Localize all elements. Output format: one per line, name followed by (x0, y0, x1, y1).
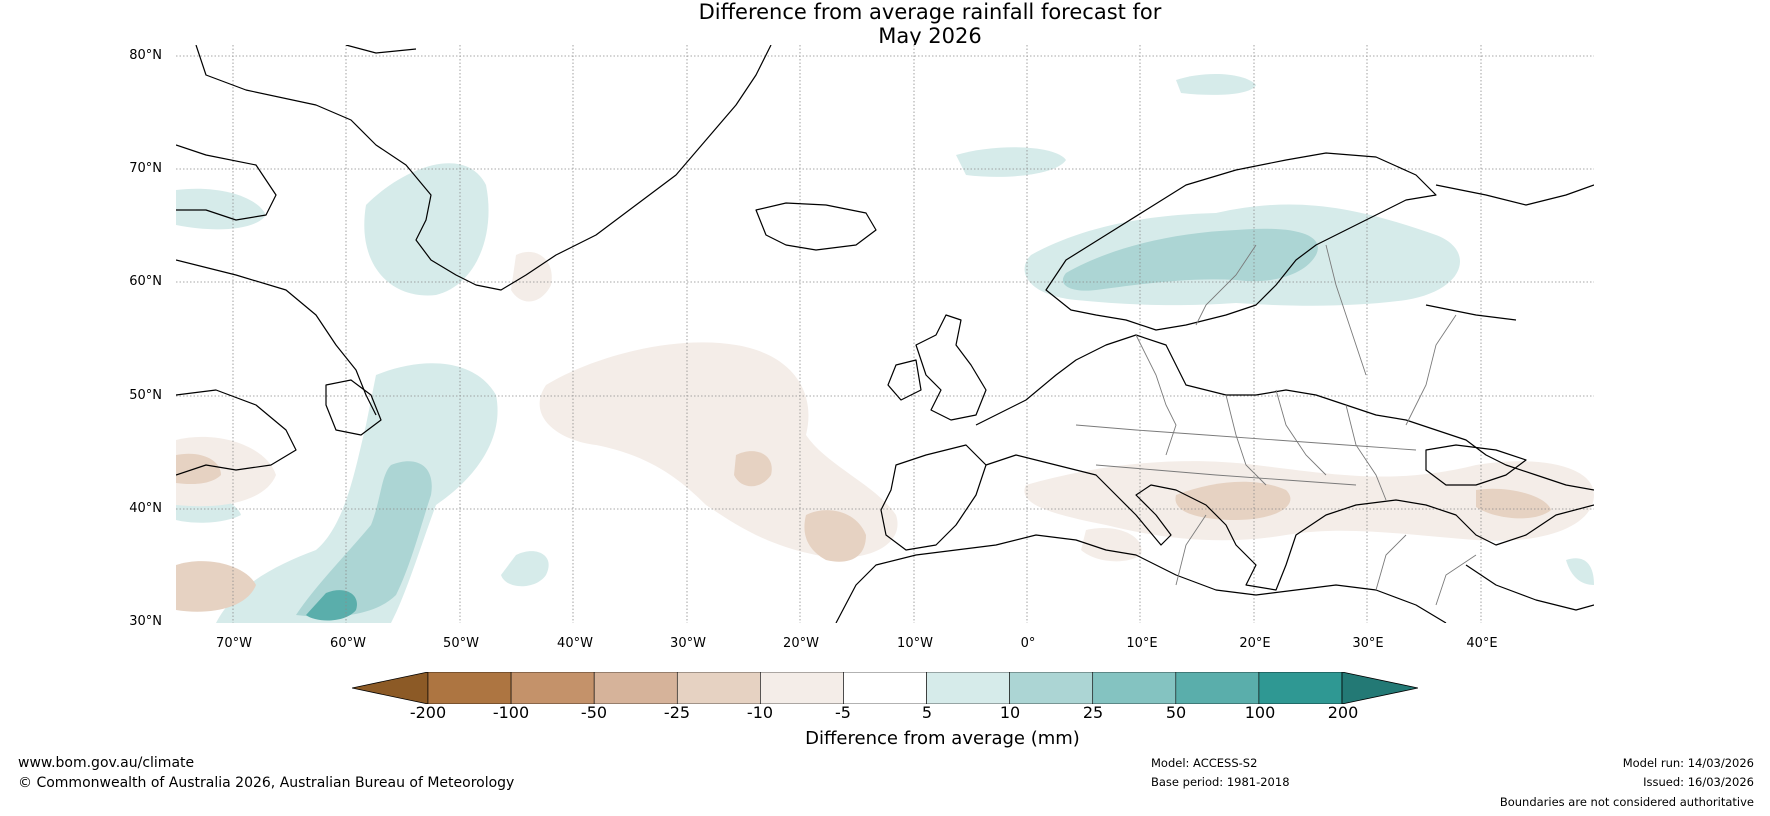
map-svg[interactable] (176, 45, 1594, 623)
colorbar-tick: -10 (746, 703, 774, 722)
map-area[interactable] (176, 45, 1594, 623)
footer-disclaimer: Boundaries are not considered authoritat… (1499, 795, 1754, 809)
coast-greenland-north (345, 45, 417, 54)
lon-label-40w: 40°W (557, 636, 593, 651)
colorbar-cell (1092, 672, 1177, 704)
coast-ireland (887, 359, 922, 401)
lon-label-30e: 30°E (1352, 636, 1384, 651)
lon-label-40e: 40°E (1466, 636, 1498, 651)
coast-newfoundland (325, 379, 382, 436)
colorbar-tick: 100 (1244, 703, 1276, 722)
footer-base-period: Base period: 1981-2018 (1151, 775, 1290, 789)
lat-label-80n: 80°N (129, 48, 162, 63)
wet-area-west-atlantic-mid (296, 461, 432, 617)
dry-area-central-atlantic (539, 342, 898, 558)
colorbar-cell (843, 672, 927, 704)
lat-label-60n: 60°N (129, 274, 162, 289)
coast-mediterranean-north (985, 454, 1594, 591)
coast-white-sea (1425, 304, 1517, 321)
colorbar-tick: 5 (921, 703, 933, 722)
wet-area-scandinavia-inner (1062, 228, 1318, 291)
coast-baffin (176, 144, 277, 221)
lon-label-0: 0° (1020, 636, 1036, 651)
footer-site-link[interactable]: www.bom.gov.au/climate (18, 755, 195, 771)
rainfall-shading (176, 73, 1594, 623)
colorbar-cell (1175, 672, 1260, 704)
coast-greenland (195, 45, 772, 291)
wet-area-west-atlantic-outer (216, 363, 498, 623)
map-title-line1: Difference from average rainfall forecas… (698, 0, 1162, 24)
wet-area-mid-atlantic (501, 551, 549, 587)
colorbar-tick: 50 (1165, 703, 1187, 722)
colorbar-tick: -25 (663, 703, 691, 722)
wet-area-greenland (364, 163, 489, 296)
lat-label-30n: 30°N (129, 614, 162, 629)
colorbar-tick: 200 (1327, 703, 1359, 722)
colorbar-extend-low (352, 672, 429, 704)
coast-labrador (176, 259, 377, 416)
colorbar-tick: -200 (409, 703, 447, 722)
coast-iceland (755, 202, 877, 251)
footer-model-run: Model run: 14/03/2026 (1622, 756, 1754, 770)
dry-area-southwest (176, 561, 256, 612)
colorbar-tick: -100 (492, 703, 530, 722)
footer-issued: Issued: 16/03/2026 (1643, 775, 1754, 789)
country-borders (1075, 244, 1477, 606)
coast-north-africa (835, 534, 1447, 623)
colorbar-tick: -5 (835, 703, 851, 722)
colorbar-cell (1009, 672, 1094, 704)
colorbar-cell (1258, 672, 1343, 704)
coast-europe-north (975, 334, 1594, 491)
dry-area-europe-outer (1024, 461, 1594, 541)
dry-area-atlantic-spot (734, 451, 772, 487)
wet-area-svalbard (1176, 73, 1256, 95)
coast-scandinavia (1045, 152, 1437, 331)
colorbar-cell (926, 672, 1010, 704)
map-title: Difference from average rainfall forecas… (0, 0, 1770, 48)
dry-area-nova-scotia-core (176, 453, 221, 485)
coast-nova-scotia (176, 389, 297, 476)
colorbar-label: Difference from average (mm) (805, 728, 1080, 749)
colorbar (352, 672, 1418, 704)
lat-label-40n: 40°N (129, 501, 162, 516)
wet-area-east-edge (1566, 558, 1594, 585)
dry-area-balkans (1175, 481, 1291, 520)
coast-kola (1435, 184, 1594, 206)
dry-area-iberia (804, 510, 866, 562)
colorbar-cell (510, 672, 595, 704)
map-title-line2: May 2026 (878, 24, 982, 48)
lon-label-20e: 20°E (1239, 636, 1271, 651)
lon-label-70w: 70°W (216, 636, 252, 651)
lon-label-20w: 20°W (783, 636, 819, 651)
lon-label-10w: 10°W (897, 636, 933, 651)
colorbar-extend-high (1341, 672, 1418, 704)
coastlines (176, 45, 1594, 623)
lon-label-60w: 60°W (330, 636, 366, 651)
coast-iberia (880, 444, 987, 551)
coast-middle-east (1465, 564, 1594, 611)
lat-label-50n: 50°N (129, 388, 162, 403)
colorbar-cell (427, 672, 512, 704)
lon-label-10e: 10°E (1126, 636, 1158, 651)
dry-area-caspian (1476, 488, 1551, 519)
colorbar-cell (760, 672, 844, 704)
lat-label-70n: 70°N (129, 161, 162, 176)
footer-model: Model: ACCESS-S2 (1151, 756, 1258, 770)
colorbar-cell (676, 672, 761, 704)
colorbar-svg (352, 672, 1418, 704)
lon-label-30w: 30°W (670, 636, 706, 651)
wet-area-west-atlantic-core (306, 590, 357, 621)
coast-great-britain (915, 314, 987, 421)
colorbar-tick: 25 (1082, 703, 1104, 722)
lon-label-50w: 50°W (443, 636, 479, 651)
dry-area-nova-scotia (176, 436, 276, 507)
coast-black-sea (1425, 444, 1527, 486)
colorbar-tick: 10 (999, 703, 1021, 722)
colorbar-cell (593, 672, 678, 704)
wet-area-norwegian-sea (956, 147, 1066, 177)
colorbar-tick: -50 (580, 703, 608, 722)
footer-copyright: © Commonwealth of Australia 2026, Austra… (18, 775, 515, 791)
